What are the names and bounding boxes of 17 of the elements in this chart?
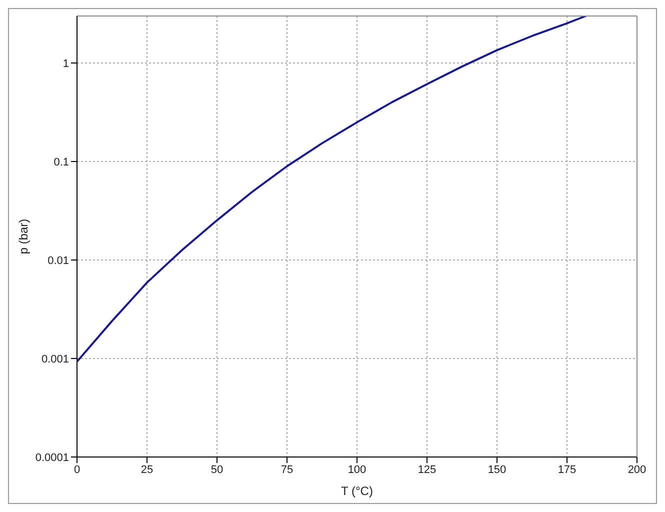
x-tick-label: 175 (558, 464, 576, 476)
x-tick-label: 50 (210, 464, 224, 476)
y-tick-label: 0.01 (48, 254, 69, 267)
x-tick-label: 200 (628, 464, 646, 476)
y-tick-label: 0.0001 (35, 452, 69, 464)
y-tick-label: 0.1 (54, 156, 69, 168)
x-tick-label: 125 (418, 464, 436, 476)
x-tick-label: 0 (74, 464, 80, 476)
y-tick-label: 0.001 (41, 353, 69, 366)
line-series (77, 16, 587, 363)
x-tick-label: 25 (140, 464, 154, 476)
x-tick-label: 150 (488, 464, 506, 476)
y-tick-label: 1 (62, 58, 69, 70)
x-tick-label: 100 (348, 464, 366, 476)
x-axis-title: T (°C) (341, 484, 373, 498)
x-tick-label: 75 (280, 464, 294, 476)
y-axis-title: p (bar) (16, 218, 30, 254)
